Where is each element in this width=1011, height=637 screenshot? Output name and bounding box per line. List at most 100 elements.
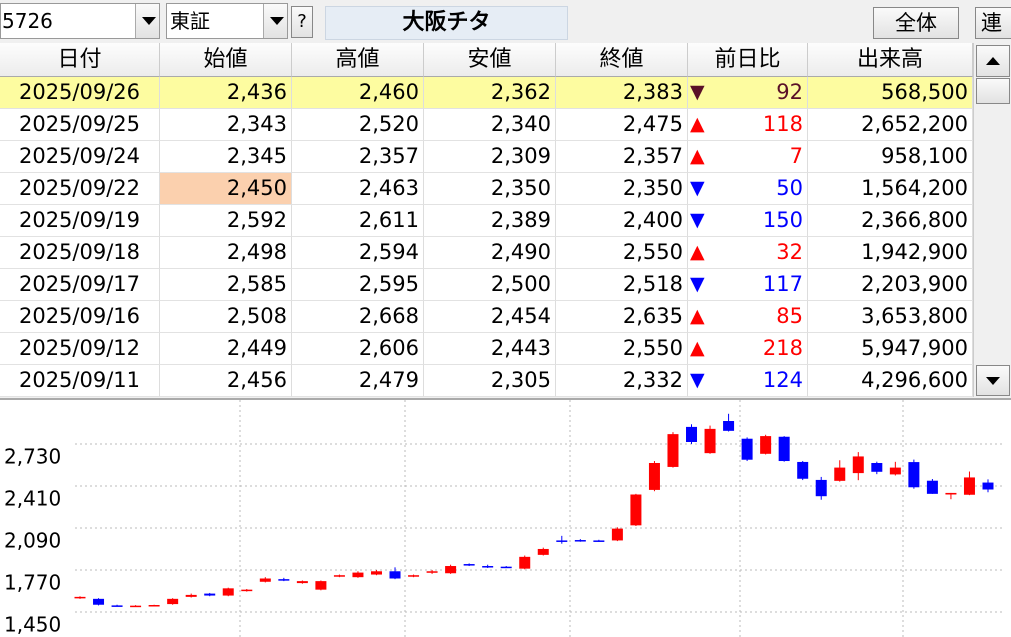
price-cell: 2,436 [160,77,292,109]
change-value: 92 [776,80,803,104]
price-cell: 2,585 [160,269,292,301]
candle-body [278,579,290,581]
table-row[interactable]: 2025/09/17 2,585 2,595 2,500 2,518 ▼ 117 2,203,… [0,269,973,301]
candle-body [945,492,957,495]
price-cell: 2,500 [424,269,556,301]
candle-body [222,588,234,596]
change-value: 124 [762,368,803,392]
scroll-thumb[interactable] [976,78,1010,104]
change-value: 218 [762,336,803,360]
candle-body [482,566,494,568]
table-row[interactable]: 2025/09/18 2,498 2,594 2,490 2,550 ▲ 32 1,942,9… [0,237,973,269]
column-header[interactable]: 安値 [424,43,556,77]
candle-body [259,578,271,582]
change-arrow: ▲ [690,305,705,327]
candle-body [296,581,308,584]
column-header[interactable]: 高値 [292,43,424,77]
change-value: 50 [776,176,803,200]
change-arrow: ▼ [690,177,705,199]
candlestick-chart: 2,730 2,410 2,090 1,770 1,450 [0,398,1011,637]
stock-name: 大阪チタ [325,6,568,40]
date-cell: 2025/09/17 [0,269,160,301]
table-row[interactable]: 2025/09/11 2,456 2,479 2,305 2,332 ▼ 124 4,296,… [0,365,973,397]
candle-body [908,462,920,488]
candle-body [204,593,216,596]
candle-body [611,528,623,541]
column-header[interactable]: 終値 [556,43,688,77]
price-cell: 5,947,900 [808,333,973,365]
table-row[interactable]: 2025/09/16 2,508 2,668 2,454 2,635 ▲ 85 3,653,8… [0,301,973,333]
all-button[interactable]: 全体 [873,7,959,39]
date-cell: 2025/09/18 [0,237,160,269]
change-cell: ▼ 92 [688,77,808,109]
price-cell: 2,357 [292,141,424,173]
price-cell: 1,564,200 [808,173,973,205]
price-cell: 2,309 [424,141,556,173]
candle-body [871,462,883,472]
table-row[interactable]: 2025/09/25 2,343 2,520 2,340 2,475 ▲ 118 2,652,… [0,109,973,141]
candle-body [667,434,679,467]
price-cell: 2,340 [424,109,556,141]
price-cell: 2,508 [160,301,292,333]
candle-body [148,605,160,607]
candle-body [333,575,345,577]
column-header[interactable]: 出来高 [808,43,973,77]
date-cell: 2025/09/25 [0,109,160,141]
price-cell: 2,611 [292,205,424,237]
candle-body [852,456,864,474]
scrollbar[interactable] [973,43,1011,397]
candle-body [741,438,753,460]
market-combo[interactable]: 東証 [166,3,288,39]
price-cell: 2,606 [292,333,424,365]
column-header[interactable]: 始値 [160,43,292,77]
price-cell: 958,100 [808,141,973,173]
change-cell: ▲ 32 [688,237,808,269]
scroll-down[interactable] [976,365,1010,396]
price-cell: 2,498 [160,237,292,269]
y-tick-label: 1,450 [4,612,61,636]
help-button[interactable]: ? [291,6,313,38]
y-tick-label: 2,730 [4,444,61,468]
candle-body [500,566,512,569]
change-value: 32 [776,240,803,264]
dropdown-button[interactable] [263,4,287,38]
change-value: 117 [762,272,803,296]
table-row[interactable]: 2025/09/24 2,345 2,357 2,309 2,357 ▲ 7 958,100 [0,141,973,173]
table-row[interactable]: 2025/09/26 2,436 2,460 2,362 2,383 ▼ 92 568,500 [0,77,973,109]
dropdown-button[interactable] [135,4,159,38]
candle-body [241,589,253,592]
vertical-grid [239,400,904,637]
candle-body [352,572,364,578]
date-cell: 2025/09/12 [0,333,160,365]
code-combo[interactable]: 5726 [0,3,160,39]
change-cell: ▲ 118 [688,109,808,141]
date-cell: 2025/09/16 [0,301,160,333]
scroll-up[interactable] [976,45,1010,77]
candle-body [889,467,901,475]
price-cell: 2,550 [556,237,688,269]
change-arrow: ▲ [690,113,705,135]
price-cell: 2,454 [424,301,556,333]
column-header[interactable]: 日付 [0,43,160,77]
table-row[interactable]: 2025/09/22 2,450 2,463 2,350 2,350 ▼ 50 1,564,2… [0,173,973,205]
price-cell: 2,490 [424,237,556,269]
change-cell: ▼ 117 [688,269,808,301]
price-cell: 2,518 [556,269,688,301]
y-tick-label: 2,410 [4,486,61,510]
candle-body [648,462,660,490]
price-cell: 2,460 [292,77,424,109]
up-icon [986,57,1000,65]
table-row[interactable]: 2025/09/12 2,449 2,606 2,443 2,550 ▲ 218 5,947,… [0,333,973,365]
link-button[interactable]: 連 [975,7,1011,39]
candle-body [797,461,809,479]
price-cell: 2,592 [160,205,292,237]
candle-body [630,494,642,526]
candle-body [185,594,197,597]
price-cell: 2,203,900 [808,269,973,301]
change-value: 150 [762,208,803,232]
change-cell: ▲ 218 [688,333,808,365]
column-header[interactable]: 前日比 [688,43,808,77]
table-row[interactable]: 2025/09/19 2,592 2,611 2,389 2,400 ▼ 150 2,366,… [0,205,973,237]
candle-body [556,540,568,542]
